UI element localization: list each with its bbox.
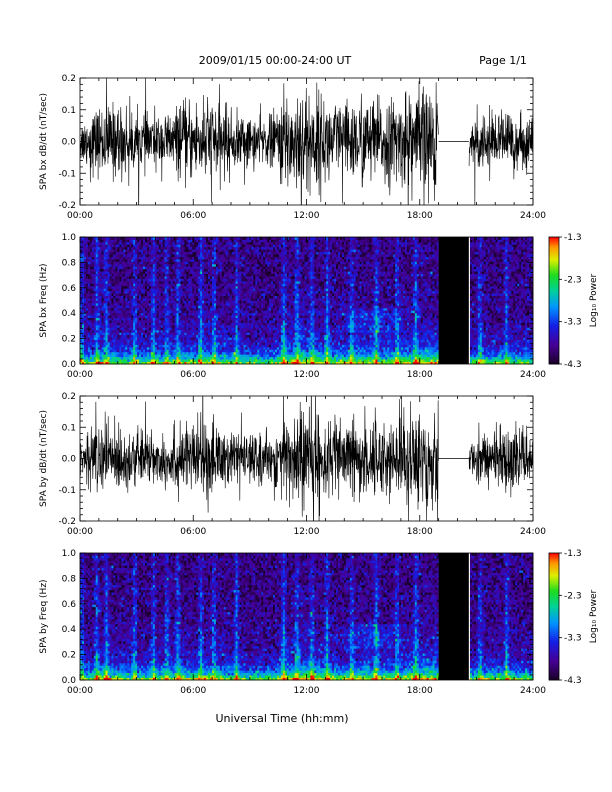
data-gap-block [438,553,469,680]
waveform-series [80,78,533,205]
x-tick-label: 24:00 [520,686,546,696]
y-tick-label: 0.0 [62,676,77,686]
x-tick-label: 00:00 [67,527,93,537]
x-tick-label: 18:00 [407,527,433,537]
y-tick-label: 0.6 [62,284,77,294]
y-tick-label: -0.2 [58,517,76,527]
y-tick-label: 0.0 [62,138,77,148]
panel-4: -1.3 -2.3 -3.3 -4.3 Log₁₀ Power 00:00 06:00 12:… [39,549,599,696]
axes: 00:00 06:00 12:00 18:00 24:00 -0.2 -0.1 0.0 0.1 0… [39,392,546,537]
y-tick-label: 0.8 [62,574,77,584]
panel-1: 00:00 06:00 12:00 18:00 24:00 -0.2 -0.1 0.0 0.1 0… [39,74,546,221]
x-tick-label: 06:00 [180,370,206,380]
page-number: Page 1/1 [479,54,527,67]
waveform-series [80,396,533,521]
x-tick-label: 24:00 [520,211,546,221]
spectrogram-cells [80,237,534,365]
y-tick-label: -0.1 [58,169,76,179]
colorbar-tick-label: -3.3 [564,318,582,328]
figure-title: 2009/01/15 00:00-24:00 UT [199,54,352,67]
x-tick-label: 00:00 [67,686,93,696]
colorbar: -1.3 -2.3 -3.3 -4.3 Log₁₀ Power [548,233,599,370]
x-tick-label: 24:00 [520,370,546,380]
axes: 00:00 06:00 12:00 18:00 24:00 0.0 0.2 0.4 0.6 0.8… [39,233,546,380]
y-axis-label: SPA by dB/dt (nT/sec) [39,410,49,507]
x-tick-label: 18:00 [407,686,433,696]
colorbar-tick-label: -4.3 [564,676,582,686]
x-tick-label: 18:00 [407,370,433,380]
y-tick-label: -0.2 [58,201,76,211]
panel-3: 00:00 06:00 12:00 18:00 24:00 -0.2 -0.1 0.0 0.1 0… [39,392,546,537]
y-tick-label: 1.0 [62,233,77,243]
y-tick-label: 0.2 [62,651,76,661]
colorbar-tick-label: -1.3 [564,233,582,243]
x-tick-label: 24:00 [520,527,546,537]
colorbar-label: Log₁₀ Power [589,274,599,328]
y-tick-label: 0.4 [62,625,77,635]
y-axis-label: SPA by Freq (Hz) [39,579,49,653]
y-tick-label: 0.6 [62,600,77,610]
spectrogram-cells [80,553,534,681]
colorbar-tick-label: -2.3 [564,275,582,285]
x-tick-label: 06:00 [180,211,206,221]
y-tick-label: -0.1 [58,486,76,496]
colorbar-label: Log₁₀ Power [589,590,599,644]
colorbar-tick-label: -1.3 [564,549,582,559]
y-tick-label: 1.0 [62,549,77,559]
colorbar-tick-label: -4.3 [564,360,582,370]
x-tick-label: 00:00 [67,211,93,221]
data-gap-block [438,237,469,364]
colorbar-tick-label: -3.3 [564,634,582,644]
x-axis-title: Universal Time (hh:mm) [216,712,349,725]
y-tick-label: 0.2 [62,335,76,345]
x-tick-label: 00:00 [67,370,93,380]
x-tick-label: 06:00 [180,686,206,696]
y-tick-label: 0.1 [62,106,76,116]
y-tick-label: 0.4 [62,309,77,319]
colorbar-tick-label: -2.3 [564,591,582,601]
x-tick-label: 12:00 [294,527,320,537]
x-tick-label: 12:00 [294,370,320,380]
panel-2: -1.3 -2.3 -3.3 -4.3 Log₁₀ Power 00:00 06:00 12:… [39,233,599,380]
y-tick-label: 0.0 [62,360,77,370]
x-tick-label: 18:00 [407,211,433,221]
y-axis-label: SPA bx Freq (Hz) [39,263,49,337]
axes: 00:00 06:00 12:00 18:00 24:00 0.0 0.2 0.4 0.6 0.8… [39,549,546,696]
y-tick-label: 0.8 [62,258,77,268]
y-tick-label: 0.1 [62,423,76,433]
x-tick-label: 06:00 [180,527,206,537]
axes: 00:00 06:00 12:00 18:00 24:00 -0.2 -0.1 0.0 0.1 0… [39,74,546,221]
colorbar: -1.3 -2.3 -3.3 -4.3 Log₁₀ Power [548,549,599,686]
y-tick-label: 0.0 [62,455,77,465]
y-tick-label: 0.2 [62,392,76,402]
x-tick-label: 12:00 [294,211,320,221]
y-axis-label: SPA bx dB/dt (nT/sec) [39,93,49,190]
y-tick-label: 0.2 [62,74,76,84]
x-tick-label: 12:00 [294,686,320,696]
